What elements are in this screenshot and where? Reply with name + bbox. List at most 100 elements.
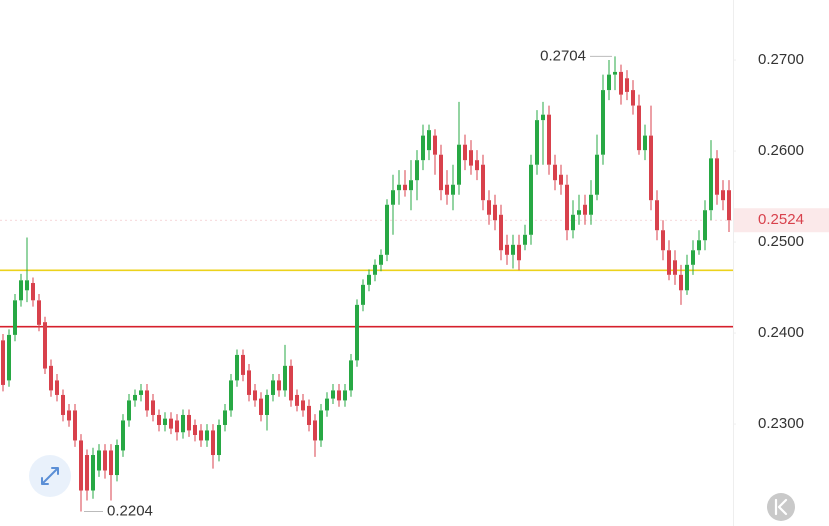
scroll-latest-bg[interactable]	[767, 493, 795, 521]
high-label: 0.2704	[540, 47, 586, 64]
candle-body	[151, 400, 155, 415]
candle-body	[37, 300, 41, 325]
candle-body	[241, 354, 245, 375]
candle-body	[43, 322, 47, 369]
y-tick-label: 0.2500	[758, 233, 804, 250]
candle-body	[349, 360, 353, 391]
candle-body	[589, 194, 593, 215]
candle-body	[463, 144, 467, 161]
candle-body	[337, 390, 341, 401]
candle-body	[715, 158, 719, 195]
y-tick-label: 0.2700	[758, 51, 804, 68]
candle-body	[721, 190, 725, 201]
candle-body	[403, 184, 407, 191]
candle-body	[385, 204, 389, 255]
expand-button[interactable]	[29, 455, 71, 497]
candle-body	[397, 184, 401, 191]
candle-body	[691, 250, 695, 265]
candle-body	[373, 264, 377, 275]
candle-body	[301, 400, 305, 411]
candle-body	[559, 174, 563, 185]
candle-body	[517, 244, 521, 261]
candle-body	[49, 365, 53, 391]
candle-body	[1, 340, 5, 385]
candle-body	[13, 300, 17, 335]
candle-body	[55, 380, 59, 395]
candle-body	[175, 420, 179, 433]
scroll-latest-button[interactable]	[767, 493, 795, 521]
candle-body	[727, 190, 731, 221]
candle-body	[139, 390, 143, 395]
candle-body	[19, 280, 23, 301]
scroll-latest-icon[interactable]	[774, 498, 788, 516]
candle-body	[265, 394, 269, 415]
candle-body	[643, 135, 647, 151]
candle-body	[103, 450, 107, 471]
candle-body	[457, 144, 461, 185]
candle-body	[193, 424, 197, 435]
candle-body	[331, 390, 335, 399]
candle-body	[355, 304, 359, 361]
candle-body	[133, 394, 137, 401]
candle-body	[619, 71, 623, 95]
candle-body	[547, 114, 551, 165]
candle-body	[529, 164, 533, 235]
price-axis: 0.2700 0.2600 0.2500 0.2400 0.2300 0.2524	[733, 51, 829, 432]
candle-body	[307, 405, 311, 425]
candle-body	[499, 214, 503, 251]
candle-body	[583, 204, 587, 215]
candle-body	[607, 74, 611, 91]
candle-body	[259, 398, 263, 415]
candle-body	[493, 204, 497, 221]
y-tick-label: 0.2300	[758, 415, 804, 432]
candle-body	[163, 418, 167, 425]
candle-body	[667, 250, 671, 275]
candle-body	[655, 200, 659, 231]
candle-body	[325, 398, 329, 411]
candle-body	[109, 450, 113, 476]
candle-body	[505, 244, 509, 255]
candle-body	[115, 445, 119, 476]
candle-body	[541, 114, 545, 121]
candle-body	[535, 120, 539, 165]
candle-body	[625, 78, 629, 92]
candle-body	[367, 274, 371, 285]
candle-body	[319, 410, 323, 441]
candle-body	[523, 234, 527, 245]
candle-body	[91, 455, 95, 491]
candle-body	[679, 274, 683, 291]
candle-body	[121, 420, 125, 451]
candle-body	[229, 380, 233, 411]
candle-body	[199, 430, 203, 441]
candle-body	[565, 184, 569, 231]
candle-body	[361, 284, 365, 305]
candle-body	[427, 130, 431, 151]
candle-body	[511, 244, 515, 255]
candle-body	[601, 90, 605, 155]
candle-body	[661, 230, 665, 251]
candle-body	[157, 414, 161, 425]
candle-body	[25, 280, 29, 291]
candle-body	[409, 180, 413, 191]
candle-body	[433, 135, 437, 155]
candle-body	[187, 414, 191, 431]
candle-body	[85, 455, 89, 491]
last-price-bg	[734, 208, 829, 233]
candle-body	[703, 210, 707, 241]
candle-body	[673, 260, 677, 275]
candle-body	[475, 160, 479, 171]
expand-icon[interactable]	[41, 467, 59, 485]
candle-body	[637, 105, 641, 151]
candle-body	[553, 164, 557, 181]
candle-body	[445, 184, 449, 195]
y-tick-label: 0.2600	[758, 142, 804, 159]
candle-body	[31, 283, 35, 301]
candle-body	[211, 430, 215, 456]
candle-body	[685, 264, 689, 291]
candle-body	[343, 390, 347, 401]
candle-body	[205, 430, 209, 441]
candle-body	[697, 240, 701, 251]
candle-body	[127, 400, 131, 421]
